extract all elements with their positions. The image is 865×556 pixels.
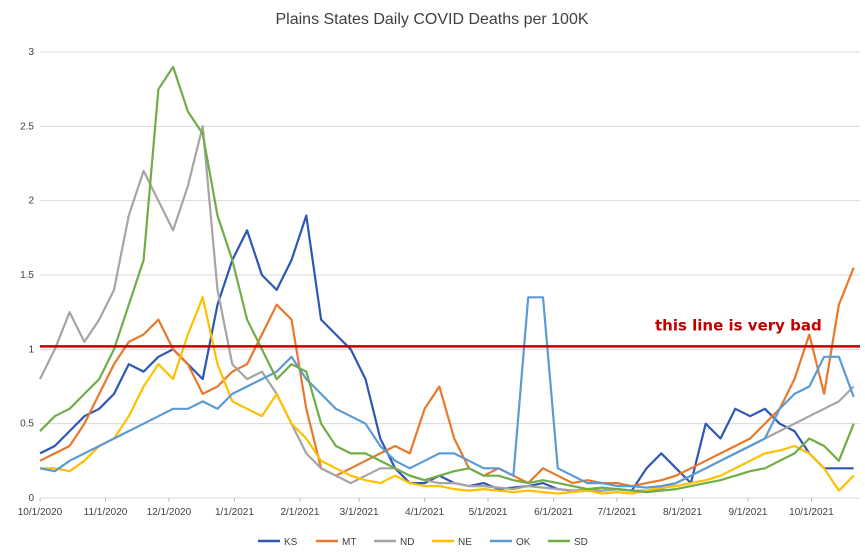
series-line-mt: [39, 267, 855, 488]
x-tick-label: 12/1/2020: [147, 507, 192, 518]
x-tick-label: 4/1/2021: [405, 507, 444, 518]
series-line-sd: [39, 65, 855, 494]
x-tick-label: 10/1/2020: [18, 507, 63, 518]
legend-label-nd: ND: [400, 537, 414, 548]
x-tick-label: 9/1/2021: [729, 507, 768, 518]
x-axis: 10/1/2020 11/1/2020 12/1/2020 1/1/2021 2/1/2…: [18, 498, 834, 518]
legend-label-sd: SD: [574, 537, 588, 548]
series-line-ne: [40, 296, 855, 495]
legend-label-mt: MT: [342, 537, 356, 548]
y-tick-label: 3: [28, 47, 34, 58]
x-tick-label: 2/1/2021: [280, 507, 319, 518]
x-tick-label: 5/1/2021: [469, 507, 508, 518]
x-tick-label: 11/1/2020: [84, 507, 128, 518]
annotation-label: this line is very bad: [655, 316, 822, 334]
series-line-nd: [39, 125, 855, 492]
y-tick-label: 0: [28, 493, 34, 504]
legend-label-ne: NE: [458, 537, 472, 548]
gridlines: [40, 51, 860, 499]
y-tick-label: 2: [28, 196, 34, 207]
x-tick-label: 3/1/2021: [340, 507, 379, 518]
x-tick-label: 6/1/2021: [534, 507, 573, 518]
y-tick-label: 1: [28, 344, 34, 355]
y-tick-label: 2.5: [20, 121, 34, 132]
annotation: this line is very bad: [40, 316, 860, 348]
series-line-ks: [39, 214, 854, 492]
y-tick-label: 1.5: [20, 270, 34, 281]
x-tick-label: 10/1/2021: [789, 507, 834, 518]
x-tick-label: 7/1/2021: [597, 507, 636, 518]
series-lines: [39, 65, 855, 495]
y-tick-label: 0.5: [20, 419, 34, 430]
legend-label-ok: OK: [516, 537, 531, 548]
y-axis: 0 0.5 1 1.5 2 2.5 3: [20, 47, 34, 504]
series-line-ok: [39, 296, 855, 489]
chart-title: Plains States Daily COVID Deaths per 100…: [275, 11, 588, 28]
legend-label-ks: KS: [284, 537, 298, 548]
legend: KS MT ND NE OK SD: [258, 537, 588, 548]
x-tick-label: 8/1/2021: [663, 507, 702, 518]
x-tick-label: 1/1/2021: [215, 507, 254, 518]
